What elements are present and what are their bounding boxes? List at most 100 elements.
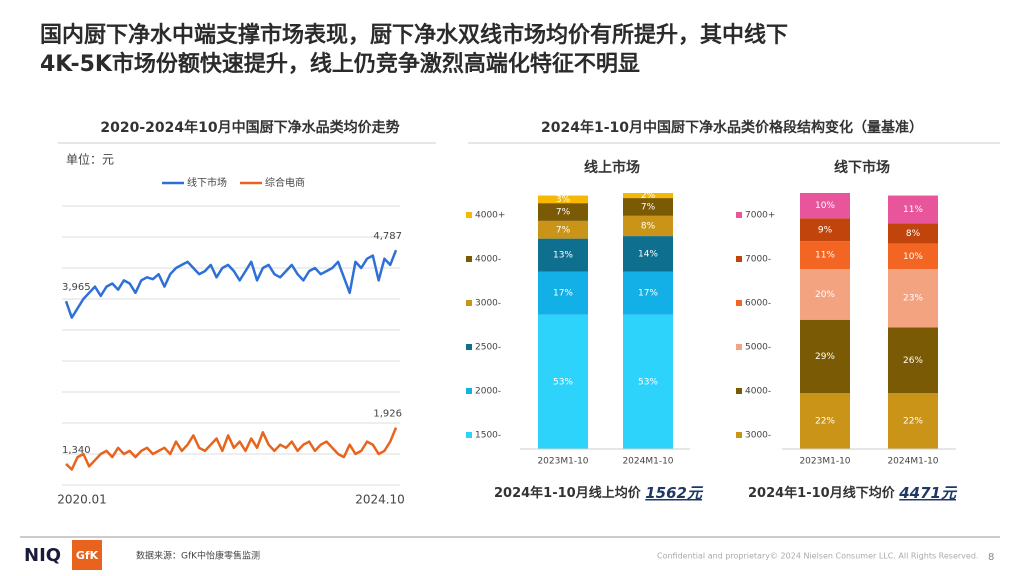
data-label: 3% [556,195,571,205]
page-number: 8 [988,552,994,563]
data-label: 3,965 [62,282,91,293]
data-label: 7% [556,208,571,218]
summary: 2024年1-10月线上均价 1562元 [494,484,704,502]
data-label: 8% [641,221,656,231]
bar-segment [800,393,850,449]
legend-label: 6000- [745,299,771,309]
bar-segment [623,198,673,216]
legend-label: 7000+ [745,211,775,221]
legend-label: 7000- [745,255,771,265]
data-label: 1,926 [373,409,402,420]
data-label: 53% [553,377,573,387]
data-label: 23% [903,294,923,304]
line-chart-title: 2020-2024年10月中国厨下净水品类均价走势 [100,119,399,136]
bar-segment [888,393,938,449]
bar-segment [538,195,588,204]
legend-swatch [736,300,742,306]
data-label: 9% [818,225,833,235]
legend-label: 1500- [475,431,501,441]
data-label: 2% [641,191,656,201]
series-line [64,249,398,319]
legend-label: 4000- [745,387,771,397]
bar-segment [800,218,850,242]
legend-swatch [466,388,472,394]
summary-text: 2024年1-10月线下均价 [748,485,899,501]
bar-segment [538,271,588,315]
data-label: 14% [638,249,658,259]
logo-niq: NIQ [24,545,61,566]
legend-swatch [466,212,472,218]
bar-segment [623,314,673,449]
logo-gfk: GfK [76,549,99,562]
panel-title: 线下市场 [834,159,890,176]
data-label: 7% [641,202,656,212]
source: 数据来源：GfK中怡康零售监测 [136,550,260,562]
legend-label: 5000- [745,343,771,353]
data-label: 8% [906,229,921,239]
bar-segment [538,203,588,221]
confidential: Confidential and proprietary [657,552,770,561]
legend-swatch [466,344,472,350]
data-label: 7% [556,225,571,235]
legend-label: 综合电商 [265,176,305,189]
bar-segment [538,238,588,272]
legend-label: 4000+ [475,211,505,221]
bar-segment [800,269,850,320]
legend-label: 2000- [475,387,501,397]
data-label: 10% [903,252,923,262]
summary-value: 1562元 [645,484,704,502]
bar-segment [888,243,938,270]
legend-label: 2500- [475,343,501,353]
bar-segment [888,327,938,394]
legend-label: 4000- [475,255,501,265]
data-label: 26% [903,356,923,366]
data-label: 11% [903,205,923,215]
panel-title: 线上市场 [584,159,640,176]
data-label: 4,787 [373,231,402,242]
data-label: 13% [553,251,573,261]
slide-title-line: 4K-5K市场份额快速提升，线上仍竞争激烈高端化特征不明显 [40,51,640,77]
bar-segment [800,193,850,219]
bar-segment [538,220,588,239]
logo-box [72,540,102,570]
summary-text: 2024年1-10月线上均价 [494,485,645,501]
bar-segment [888,223,938,244]
data-label: 53% [638,377,658,387]
legend-label: 3000- [475,299,501,309]
x-tick-label: 2024M1-10 [887,457,938,467]
legend-swatch [736,388,742,394]
copyright: © 2024 Nielsen Consumer LLC. All Rights … [770,552,978,561]
legend-swatch [736,256,742,262]
data-label: 10% [815,201,835,211]
unit-label: 单位：元 [66,152,114,167]
legend-swatch [736,344,742,350]
x-tick-label: 2024M1-10 [622,457,673,467]
bar-segment [800,319,850,394]
x-tick-label: 2023M1-10 [537,457,588,467]
bar-segment [538,314,588,449]
legend-label: 线下市场 [187,176,227,189]
bar-section-title: 2024年1-10月中国厨下净水品类价格段结构变化（量基准） [541,119,923,136]
summary-value: 4471元 [898,484,958,502]
legend-label: 3000- [745,431,771,441]
legend-swatch [466,432,472,438]
data-label: 1,340 [62,445,91,456]
data-label: 22% [815,417,835,427]
data-label: 20% [815,290,835,300]
bar-segment [888,269,938,328]
bar-segment [623,271,673,315]
x-tick-label: 2024.10 [355,493,405,507]
data-label: 17% [638,289,658,299]
bar-segment [623,215,673,237]
data-label: 22% [903,417,923,427]
x-tick-label: 2023M1-10 [799,457,850,467]
data-label: 29% [815,352,835,362]
slide-title-line: 国内厨下净水中端支撑市场表现，厨下净水双线市场均价有所提升，其中线下 [40,22,788,48]
bar-segment [623,236,673,272]
x-tick-label: 2020.01 [57,493,107,507]
legend-swatch [736,212,742,218]
legend-swatch [466,300,472,306]
legend-swatch [466,256,472,262]
series-line [65,427,398,471]
